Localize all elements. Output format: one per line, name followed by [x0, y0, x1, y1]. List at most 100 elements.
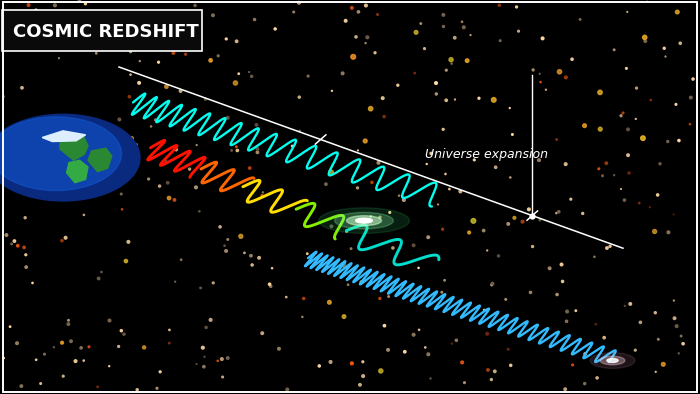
Point	[297, 314, 308, 320]
Point	[634, 200, 645, 206]
Point	[6, 241, 18, 247]
Point	[675, 40, 686, 46]
Point	[409, 70, 420, 76]
Ellipse shape	[335, 212, 393, 229]
Point	[352, 185, 363, 191]
Point	[624, 170, 635, 176]
Point	[96, 269, 107, 275]
Point	[60, 181, 71, 188]
Point	[63, 321, 74, 327]
Point	[49, 132, 60, 138]
Point	[593, 165, 604, 172]
Point	[482, 247, 493, 254]
Point	[114, 116, 125, 123]
Point	[23, 171, 34, 178]
Point	[362, 34, 373, 41]
Point	[561, 318, 572, 324]
Point	[652, 192, 663, 198]
Point	[592, 375, 603, 381]
Point	[76, 345, 87, 351]
Point	[62, 119, 74, 125]
Point	[456, 359, 468, 366]
Point	[668, 211, 679, 217]
Point	[102, 150, 113, 156]
Point	[222, 236, 233, 243]
Point	[654, 161, 666, 167]
Point	[358, 373, 369, 379]
Point	[551, 210, 562, 216]
Point	[92, 384, 103, 390]
Point	[534, 217, 545, 223]
Point	[487, 281, 498, 287]
Point	[18, 244, 29, 251]
Point	[463, 229, 475, 236]
Point	[631, 85, 642, 91]
Point	[440, 97, 452, 104]
Point	[630, 116, 641, 122]
Point	[258, 189, 269, 195]
Point	[55, 124, 66, 130]
Point	[438, 126, 449, 132]
Point	[456, 19, 468, 25]
Point	[326, 88, 337, 94]
Point	[671, 101, 682, 108]
Point	[392, 82, 403, 88]
Point	[205, 317, 216, 323]
Point	[116, 206, 127, 212]
Point	[398, 197, 409, 203]
Point	[473, 95, 484, 101]
Point	[493, 253, 504, 259]
Point	[504, 105, 515, 111]
Point	[458, 24, 470, 30]
Point	[357, 359, 368, 365]
Point	[339, 263, 350, 269]
Point	[553, 208, 564, 215]
Point	[438, 12, 449, 18]
Polygon shape	[66, 160, 88, 183]
Point	[507, 131, 518, 138]
Point	[48, 344, 60, 350]
Point	[421, 161, 433, 167]
Point	[621, 65, 632, 72]
Point	[668, 297, 680, 304]
Point	[365, 213, 377, 219]
Point	[281, 387, 293, 393]
Point	[624, 301, 636, 307]
Point	[449, 35, 461, 41]
Point	[524, 206, 535, 212]
Point	[200, 96, 211, 102]
Point	[165, 17, 176, 23]
Point	[208, 280, 219, 286]
Point	[207, 12, 218, 19]
Point	[678, 340, 689, 347]
Point	[495, 37, 506, 44]
Point	[570, 308, 582, 314]
Point	[534, 71, 545, 77]
Text: Universe expansion: Universe expansion	[425, 148, 548, 161]
Point	[622, 126, 634, 132]
Point	[160, 158, 172, 165]
Point	[608, 46, 620, 53]
Point	[231, 143, 242, 150]
Point	[326, 223, 337, 230]
Point	[216, 356, 228, 362]
Point	[425, 375, 436, 382]
Point	[104, 138, 115, 144]
Point	[195, 285, 206, 291]
Point	[652, 336, 664, 342]
Point	[212, 358, 223, 364]
Point	[638, 135, 649, 141]
Point	[213, 53, 224, 59]
Point	[171, 147, 182, 153]
Point	[490, 164, 501, 171]
Point	[126, 136, 137, 142]
Point	[577, 210, 588, 217]
Point	[191, 142, 202, 148]
Point	[257, 193, 268, 199]
Point	[265, 283, 276, 290]
Point	[325, 359, 336, 365]
Point	[527, 243, 538, 250]
Point	[122, 239, 134, 245]
Point	[671, 323, 682, 329]
Point	[440, 171, 451, 177]
